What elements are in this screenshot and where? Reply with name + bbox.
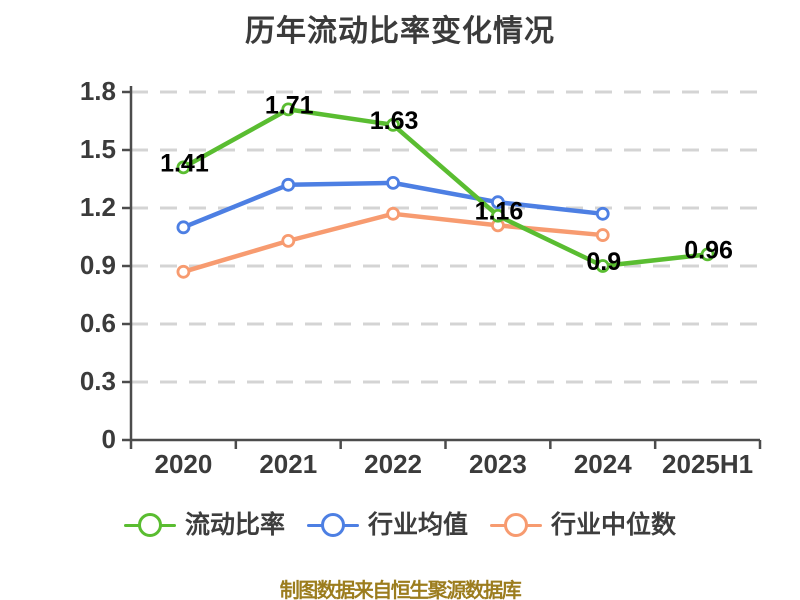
legend-marker-icon (490, 513, 542, 538)
data-label: 1.41 (160, 149, 209, 177)
data-point-行业均值 (386, 175, 400, 190)
data-point-流动比率 (700, 247, 715, 262)
x-tick-label: 2020 (154, 449, 212, 479)
legend-marker-icon (306, 513, 359, 538)
x-tick-label: 2022 (364, 449, 422, 479)
legend-item-current-ratio[interactable]: 流动比率 (123, 511, 285, 539)
data-point-流动比率 (281, 102, 296, 117)
data-point-流动比率 (491, 208, 505, 223)
data-point-流动比率 (595, 259, 610, 273)
y-tick-label: 1.2 (80, 192, 116, 222)
data-point-行业中位数 (176, 264, 191, 279)
data-point-行业均值 (595, 206, 610, 221)
data-point-行业中位数 (595, 228, 610, 242)
legend-circle-swatch (320, 513, 345, 537)
y-tick-label: 0.6 (80, 308, 116, 338)
series-line-流动比率 (181, 107, 710, 269)
y-tick-label: 1.8 (80, 76, 116, 106)
data-point-行业均值 (491, 195, 505, 210)
series-line-行业中位数 (181, 211, 605, 275)
data-label: 0.96 (684, 236, 733, 264)
data-label: 1.16 (475, 198, 524, 226)
data-point-流动比率 (176, 160, 191, 175)
y-tick-label: 0.3 (80, 366, 116, 396)
x-tick-label: 2024 (574, 449, 632, 479)
data-label: 0.9 (586, 248, 621, 276)
legend-circle-swatch (504, 513, 528, 537)
x-tick-label: 2025H1 (662, 449, 753, 479)
chart-legend: 流动比率 行业均值 行业中位数 (0, 513, 800, 538)
data-point-行业均值 (176, 220, 191, 235)
data-point-行业中位数 (386, 206, 400, 221)
data-label: 1.63 (370, 107, 419, 135)
legend-label: 流动比率 (184, 511, 285, 539)
y-tick-label: 0.9 (80, 250, 116, 280)
y-tick-label: 1.5 (80, 134, 116, 164)
chart-title: 历年流动比率变化情况 (245, 15, 555, 48)
data-point-行业均值 (281, 177, 296, 192)
x-tick-label: 2021 (259, 449, 317, 479)
data-source-note: 制图数据来自恒生聚源数据库 (279, 580, 522, 600)
legend-circle-swatch (137, 513, 162, 537)
legend-label: 行业中位数 (551, 511, 677, 539)
data-point-流动比率 (386, 117, 400, 132)
legend-marker-icon (123, 513, 176, 538)
legend-label: 行业均值 (367, 511, 468, 539)
data-point-行业中位数 (281, 233, 296, 248)
data-label: 1.71 (265, 91, 314, 119)
x-tick-label: 2023 (469, 449, 527, 479)
y-tick-label: 0 (102, 424, 116, 454)
legend-item-industry-mean[interactable]: 行业均值 (306, 511, 468, 539)
legend-item-industry-median[interactable]: 行业中位数 (490, 513, 676, 538)
